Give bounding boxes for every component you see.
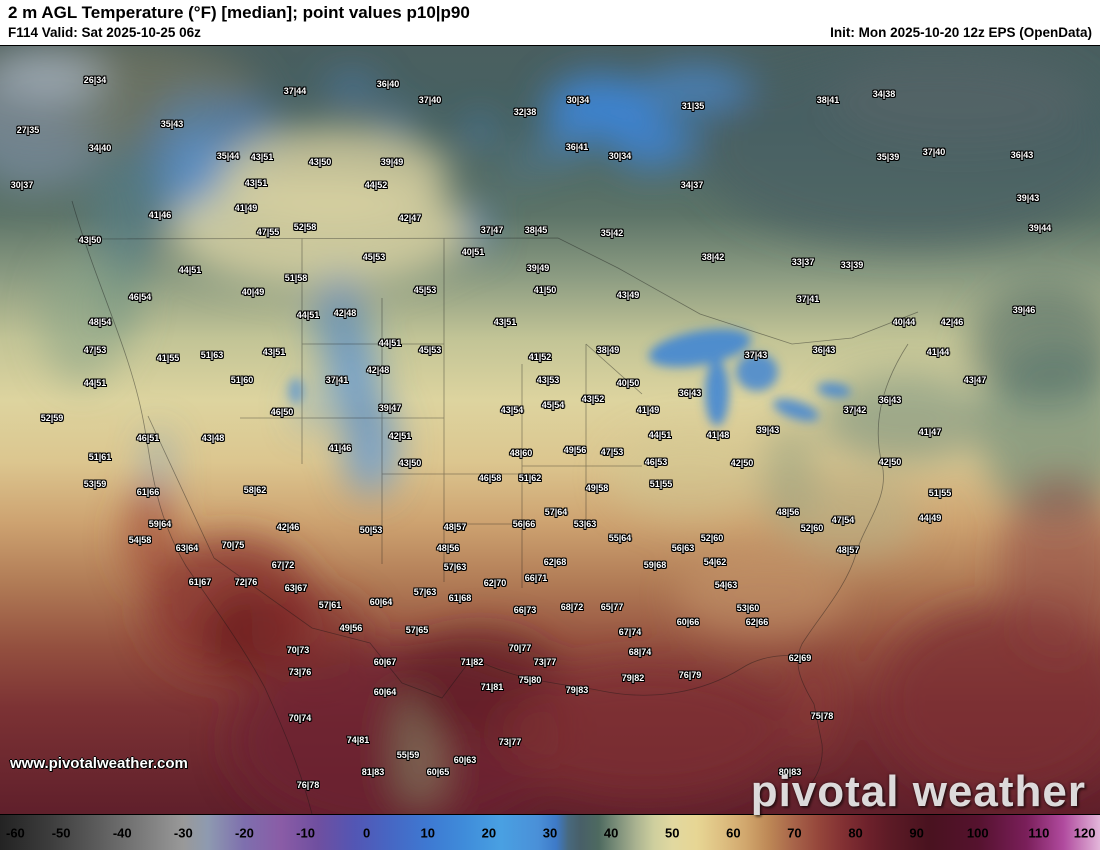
lakes xyxy=(288,328,851,426)
pivotal-weather-logo: pivotal weather xyxy=(750,767,1086,816)
colorbar-tick-label: 80 xyxy=(848,825,863,840)
url-watermark: www.pivotalweather.com xyxy=(10,755,188,772)
colorbar-tick-label: 70 xyxy=(787,825,802,840)
colorbar-tick-label: 120 xyxy=(1073,825,1096,840)
colorbar-tick-label: -50 xyxy=(51,825,71,840)
colorbar-tick-label: 20 xyxy=(481,825,497,840)
colorbar-gradient xyxy=(0,815,1100,850)
map-title: 2 m AGL Temperature (°F) [median]; point… xyxy=(8,3,470,22)
colorbar-tick-label: -30 xyxy=(173,825,193,840)
valid-time-label: F114 Valid: Sat 2025-10-25 06z xyxy=(8,25,201,40)
colorbar-tick-label: 60 xyxy=(726,825,741,840)
border-lines xyxy=(71,200,919,814)
init-time-label: Init: Mon 2025-10-20 12z EPS (OpenData) xyxy=(830,25,1092,40)
colorbar-tick-label: 40 xyxy=(603,825,619,840)
colorbar-tick-label: 110 xyxy=(1028,825,1050,840)
colorbar-tick-label: -20 xyxy=(235,825,254,840)
colorbar-tick-label: 10 xyxy=(420,825,435,840)
colorbar-tick-label: 0 xyxy=(363,825,371,840)
colorbar-tick-label: -40 xyxy=(112,825,132,840)
temperature-blobs xyxy=(0,46,1100,814)
map-header: 2 m AGL Temperature (°F) [median]; point… xyxy=(0,0,1100,45)
map-area[interactable]: www.pivotalweather.com xyxy=(0,45,1100,815)
colorbar: -60 -50 -40 -30 -20 -10 0 10 20 30 40 50 60 70 80 90 100… xyxy=(0,815,1100,850)
colorbar-tick-label: 50 xyxy=(664,825,680,840)
temperature-field xyxy=(0,46,1100,814)
colorbar-tick-label: 100 xyxy=(966,825,989,840)
colorbar-tick-label: 90 xyxy=(909,825,924,840)
colorbar-tick-label: -60 xyxy=(5,825,25,840)
colorbar-tick-label: -10 xyxy=(296,825,315,840)
colorbar-tick-label: 30 xyxy=(542,825,558,840)
